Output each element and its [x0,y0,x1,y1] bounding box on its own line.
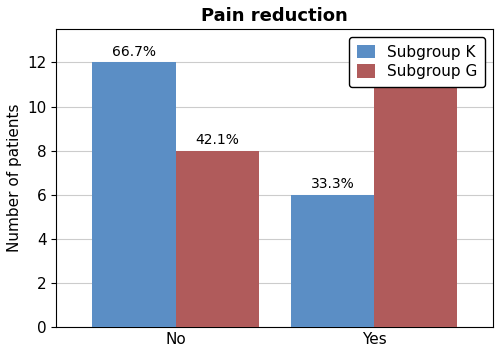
Legend: Subgroup K, Subgroup G: Subgroup K, Subgroup G [349,37,486,87]
Text: 42.1%: 42.1% [196,133,239,147]
Bar [374,85,458,327]
Y-axis label: Number of patients: Number of patients [7,104,22,252]
Bar [92,62,176,327]
Title: Pain reduction: Pain reduction [202,7,348,25]
Bar [176,151,259,327]
Text: 57.9%: 57.9% [394,67,438,81]
Text: 33.3%: 33.3% [310,177,354,192]
Text: 66.7%: 66.7% [112,45,156,59]
Bar [290,195,374,327]
